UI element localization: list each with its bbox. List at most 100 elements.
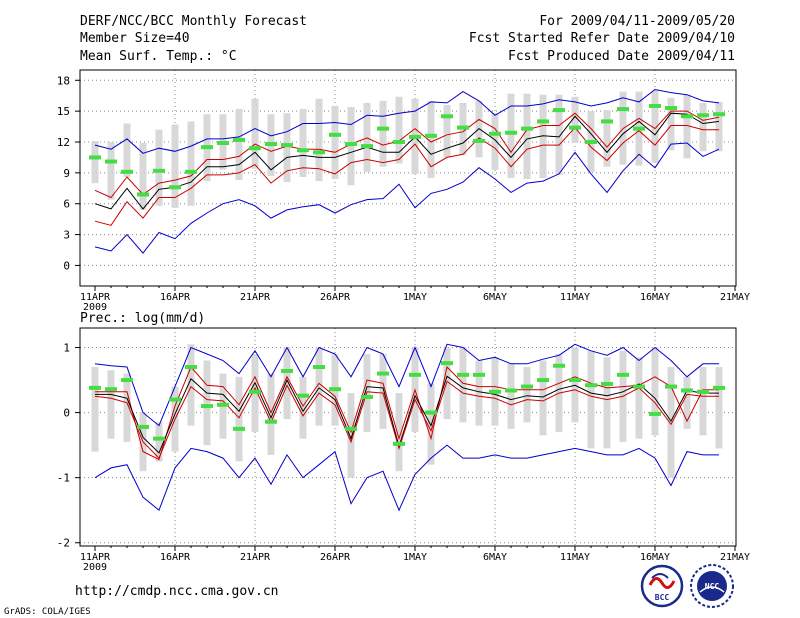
temperature-spread-box [347, 107, 355, 186]
precipitation-spread-box [683, 376, 691, 429]
precipitation-spread-box [667, 367, 675, 478]
temperature-panel: 0 3 6 9 12 15 18 11APR 16APR 21APR 26APR 1MAY 6MAY 11… [57, 70, 750, 313]
temperature-spread-box [251, 98, 259, 169]
temperature-forecast-marker [473, 138, 485, 143]
precipitation-forecast-marker [217, 402, 229, 407]
temperature-x-tick-label: 21MAY [720, 292, 750, 303]
temperature-spread-box [395, 96, 403, 164]
precipitation-forecast-marker [233, 426, 245, 431]
precipitation-forecast-marker [681, 388, 693, 393]
precipitation-forecast-marker [361, 394, 373, 399]
temperature-forecast-marker [441, 114, 453, 119]
temperature-plot-frame [79, 69, 737, 287]
temp-panel-title: Mean Surf. Temp.: °C [80, 49, 237, 64]
precipitation-spread-box [699, 367, 707, 436]
bcc-logo-ring-icon [640, 564, 684, 608]
temperature-spread-box [555, 94, 563, 175]
temperature-y-tick-label: 9 [63, 167, 70, 180]
precipitation-spread-box [715, 367, 723, 449]
precipitation-x-tick-label: 11MAY [560, 552, 590, 563]
ncc-logo-wave-icon [699, 586, 725, 593]
precipitation-forecast-marker [153, 436, 165, 441]
temperature-forecast-marker [297, 148, 309, 153]
temperature-spread-box [139, 143, 147, 210]
precipitation-y-tick-label: 0 [63, 407, 70, 420]
temperature-forecast-marker [265, 142, 277, 147]
temperature-y-tick-label: 3 [63, 229, 70, 242]
temperature-spread-box [315, 98, 323, 182]
precipitation-spread-box [187, 344, 195, 426]
temperature-forecast-marker [569, 125, 581, 130]
bcc-logo: BCC [640, 564, 684, 608]
precipitation-forecast-marker [441, 361, 453, 366]
precipitation-forecast-marker [617, 372, 629, 377]
precipitation-forecast-marker [393, 441, 405, 446]
temperature-spread-box [603, 110, 611, 167]
temperature-spread-box [427, 100, 435, 178]
precipitation-x-tick-label: 1MAY [403, 552, 427, 563]
precipitation-forecast-marker [137, 424, 149, 429]
precipitation-forecast-marker [649, 411, 661, 416]
temperature-forecast-marker [137, 192, 149, 197]
precipitation-forecast-marker [185, 365, 197, 370]
precipitation-forecast-marker [713, 385, 725, 390]
temperature-forecast-marker [361, 144, 373, 149]
fcst-started-date: Fcst Started Refer Date 2009/04/10 [469, 31, 735, 46]
temperature-forecast-marker [713, 112, 725, 117]
ncc-logo: NCC [690, 564, 734, 608]
precipitation-spread-box [299, 376, 307, 439]
temperature-forecast-marker [329, 132, 341, 137]
ncc-logo-text: NCC [705, 582, 720, 591]
temperature-forecast-marker [345, 142, 357, 147]
precipitation-spread-box [539, 360, 547, 436]
forecast-period: For 2009/04/11-2009/05/20 [539, 14, 735, 29]
temperature-forecast-marker [489, 131, 501, 136]
precipitation-forecast-marker [553, 363, 565, 368]
precipitation-spread-box [459, 347, 467, 423]
precipitation-x-tick-label: 21MAY [720, 552, 750, 563]
temperature-x-tick-label: 26APR [320, 292, 351, 303]
temperature-forecast-marker [121, 169, 133, 174]
bcc-logo-text: BCC [655, 593, 670, 602]
temperature-forecast-marker [313, 150, 325, 155]
prec-panel-title: Prec.: log(mm/d) [80, 311, 205, 326]
grads-credit: GrADS: COLA/IGES [4, 607, 91, 617]
temperature-forecast-marker [105, 159, 117, 164]
temperature-forecast-marker [681, 114, 693, 119]
precipitation-forecast-marker [105, 387, 117, 392]
precipitation-spread-box [155, 422, 163, 462]
source-url: http://cmdp.ncc.cma.gov.cn [75, 584, 279, 599]
temperature-y-tick-label: 6 [63, 198, 70, 211]
temperature-spread-box [299, 109, 307, 177]
fcst-produced-date: Fcst Produced Date 2009/04/11 [508, 49, 735, 64]
precipitation-forecast-marker [457, 372, 469, 377]
bcc-logo-swirl-icon [648, 577, 676, 589]
temperature-series-lower-line [94, 125, 719, 226]
temperature-y-tick-label: 15 [57, 105, 70, 118]
precipitation-forecast-marker [265, 419, 277, 424]
precipitation-x-tick-label: 21APR [240, 552, 271, 563]
temperature-spread-box [235, 109, 243, 181]
temperature-spread-box [91, 140, 99, 184]
precipitation-x-tick-label: 16MAY [640, 552, 670, 563]
temperature-series-max-line [94, 88, 720, 154]
precipitation-forecast-marker [329, 387, 341, 392]
precipitation-panel: -2 -1 0 1 11APR 16APR 21APR 26APR 1MAY 6MAY 11MAY 1… [57, 328, 750, 573]
temperature-spread-box [283, 113, 291, 183]
precipitation-spread-box [475, 360, 483, 426]
bcc-logo-arc-icon [651, 573, 669, 579]
temperature-forecast-marker [665, 106, 677, 111]
temperature-spread-box [171, 124, 179, 208]
temperature-spread-box [331, 106, 339, 180]
temperature-x-tick-label: 11MAY [560, 292, 590, 303]
precipitation-spread-box [523, 367, 531, 423]
temperature-spread-box [123, 123, 131, 177]
precipitation-forecast-marker [633, 384, 645, 389]
temperature-spread-box [187, 121, 195, 206]
precipitation-spread-box [315, 347, 323, 426]
precipitation-forecast-marker [201, 404, 213, 409]
temperature-x-tick-label: 16APR [160, 292, 191, 303]
temperature-forecast-marker [233, 137, 245, 142]
chart-title: DERF/NCC/BCC Monthly Forecast [80, 14, 307, 29]
